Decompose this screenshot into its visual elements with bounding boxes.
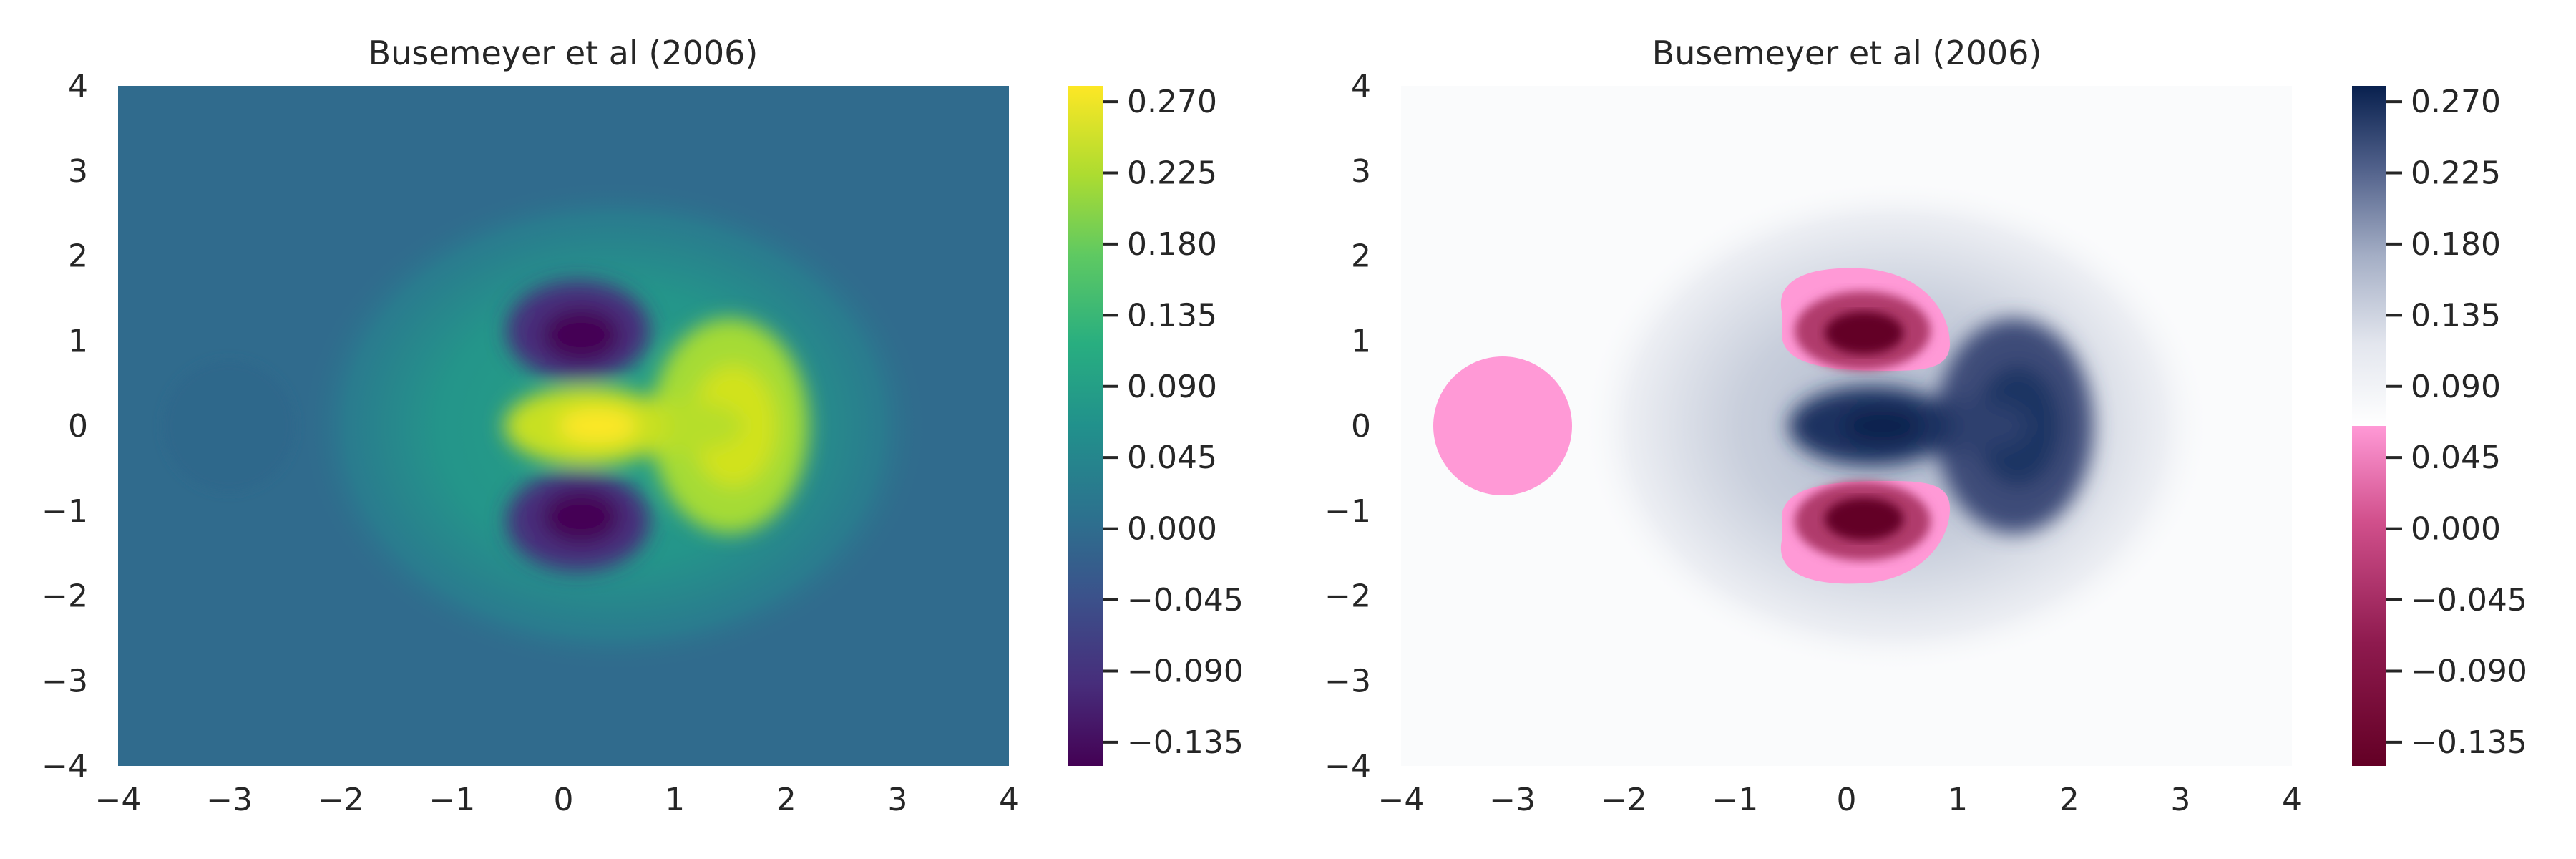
- left-colorbar-tick-label: 0.270: [1127, 84, 1217, 120]
- right-y-tick-label: 4: [1351, 68, 1371, 105]
- right-panel: Busemeyer et al (2006): [1324, 34, 2527, 818]
- left-colorbar-tick-label: 0.180: [1127, 226, 1217, 263]
- left-y-tick-label: 3: [68, 153, 88, 190]
- left-panel: Busemeyer et al (2006) −4 −3 −2 −1 0 1 2 3 4 4 3 2…: [42, 34, 1244, 818]
- left-x-tick-label: 2: [776, 782, 796, 818]
- left-trough-upper-core: [542, 308, 620, 362]
- left-x-ticks: −4 −3 −2 −1 0 1 2 3 4: [95, 782, 1019, 818]
- right-colorbar-tick-label: −0.135: [2411, 724, 2527, 761]
- left-y-tick-label: 4: [68, 68, 88, 105]
- right-y-tick-label: 1: [1351, 323, 1371, 359]
- left-colorbar-tick-label: 0.135: [1127, 297, 1217, 334]
- left-y-tick-label: −2: [42, 578, 88, 615]
- right-y-tick-label: 2: [1351, 238, 1371, 275]
- left-colorbar-tick-label: 0.225: [1127, 155, 1217, 192]
- left-y-tick-label: 0: [68, 408, 88, 445]
- left-x-tick-label: −4: [95, 782, 142, 818]
- left-y-tick-label: −1: [42, 493, 88, 530]
- right-x-tick-label: 3: [2170, 782, 2190, 818]
- right-x-tick-label: 4: [2282, 782, 2302, 818]
- right-y-tick-label: 3: [1351, 153, 1371, 190]
- left-trough-lower-core: [542, 490, 620, 544]
- right-x-tick-label: −3: [1489, 782, 1536, 818]
- left-chart-title: Busemeyer et al (2006): [369, 34, 758, 72]
- left-y-tick-label: 1: [68, 323, 88, 359]
- left-x-tick-label: −2: [318, 782, 364, 818]
- left-y-ticks: 4 3 2 1 0 −1 −2 −3 −4: [42, 68, 88, 785]
- left-colorbar: [1068, 86, 1103, 766]
- left-colorbar-tick-label: 0.090: [1127, 369, 1217, 405]
- left-colorbar-tick-label: 0.045: [1127, 440, 1217, 476]
- right-y-tick-label: −1: [1324, 493, 1371, 530]
- right-trough-lower: [1780, 481, 1950, 584]
- right-chart-title: Busemeyer et al (2006): [1652, 34, 2042, 72]
- right-x-tick-label: −2: [1601, 782, 1647, 818]
- left-colorbar-tick-label: −0.135: [1127, 724, 1244, 761]
- right-y-ticks: 4 3 2 1 0 −1 −2 −3 −4: [1324, 68, 1371, 785]
- right-colorbar-tick-label: 0.090: [2411, 369, 2501, 405]
- right-heatmap: [1401, 86, 2292, 766]
- right-colorbar-tick-label: −0.045: [2411, 582, 2527, 618]
- right-y-tick-label: −3: [1324, 663, 1371, 699]
- left-x-tick-label: 0: [554, 782, 574, 818]
- left-colorbar-ticks: 0.270 0.225 0.180 0.135 0.090 0.045 0.000 −0.04…: [1103, 84, 1244, 761]
- right-x-ticks: −4 −3 −2 −1 0 1 2 3 4: [1378, 782, 2302, 818]
- right-colorbar-tick-label: 0.180: [2411, 226, 2501, 263]
- right-colorbar-ticks: 0.270 0.225 0.180 0.135 0.090 0.045 0.000 −0.04…: [2386, 84, 2527, 761]
- left-x-tick-label: 3: [887, 782, 907, 818]
- right-colorbar-tick-label: 0.270: [2411, 84, 2501, 120]
- right-x-tick-label: 0: [1837, 782, 1857, 818]
- right-x-tick-label: 1: [1948, 782, 1968, 818]
- right-colorbar-tick-label: −0.090: [2411, 653, 2527, 689]
- right-y-tick-label: −4: [1324, 748, 1371, 785]
- right-colorbar-tick-label: 0.225: [2411, 155, 2501, 192]
- right-trough-upper: [1780, 268, 1950, 371]
- right-dip-region: [1433, 356, 1572, 495]
- right-colorbar-tick-label: 0.135: [2411, 297, 2501, 334]
- left-dip-region: [163, 360, 295, 492]
- right-colorbar: [2352, 86, 2386, 766]
- right-y-tick-label: −2: [1324, 578, 1371, 615]
- right-x-tick-label: −4: [1378, 782, 1425, 818]
- right-peak-center-core: [1843, 408, 1921, 444]
- left-heatmap: [118, 86, 1009, 766]
- left-colorbar-tick-label: −0.090: [1127, 653, 1244, 689]
- left-y-tick-label: −3: [42, 663, 88, 699]
- right-x-tick-label: 2: [2059, 782, 2079, 818]
- right-colorbar-tick-label: 0.000: [2411, 511, 2501, 548]
- left-colorbar-tick-label: 0.000: [1127, 511, 1217, 548]
- right-x-tick-label: −1: [1712, 782, 1758, 818]
- left-x-tick-label: 4: [999, 782, 1019, 818]
- left-x-tick-label: 1: [665, 782, 685, 818]
- left-x-tick-label: −3: [206, 782, 253, 818]
- right-y-tick-label: 0: [1351, 408, 1371, 445]
- left-x-tick-label: −1: [429, 782, 475, 818]
- left-y-tick-label: −4: [42, 748, 88, 785]
- left-peak-center-core: [558, 408, 637, 444]
- right-colorbar-tick-label: 0.045: [2411, 440, 2501, 476]
- left-y-tick-label: 2: [68, 238, 88, 275]
- left-colorbar-tick-label: −0.045: [1127, 582, 1244, 618]
